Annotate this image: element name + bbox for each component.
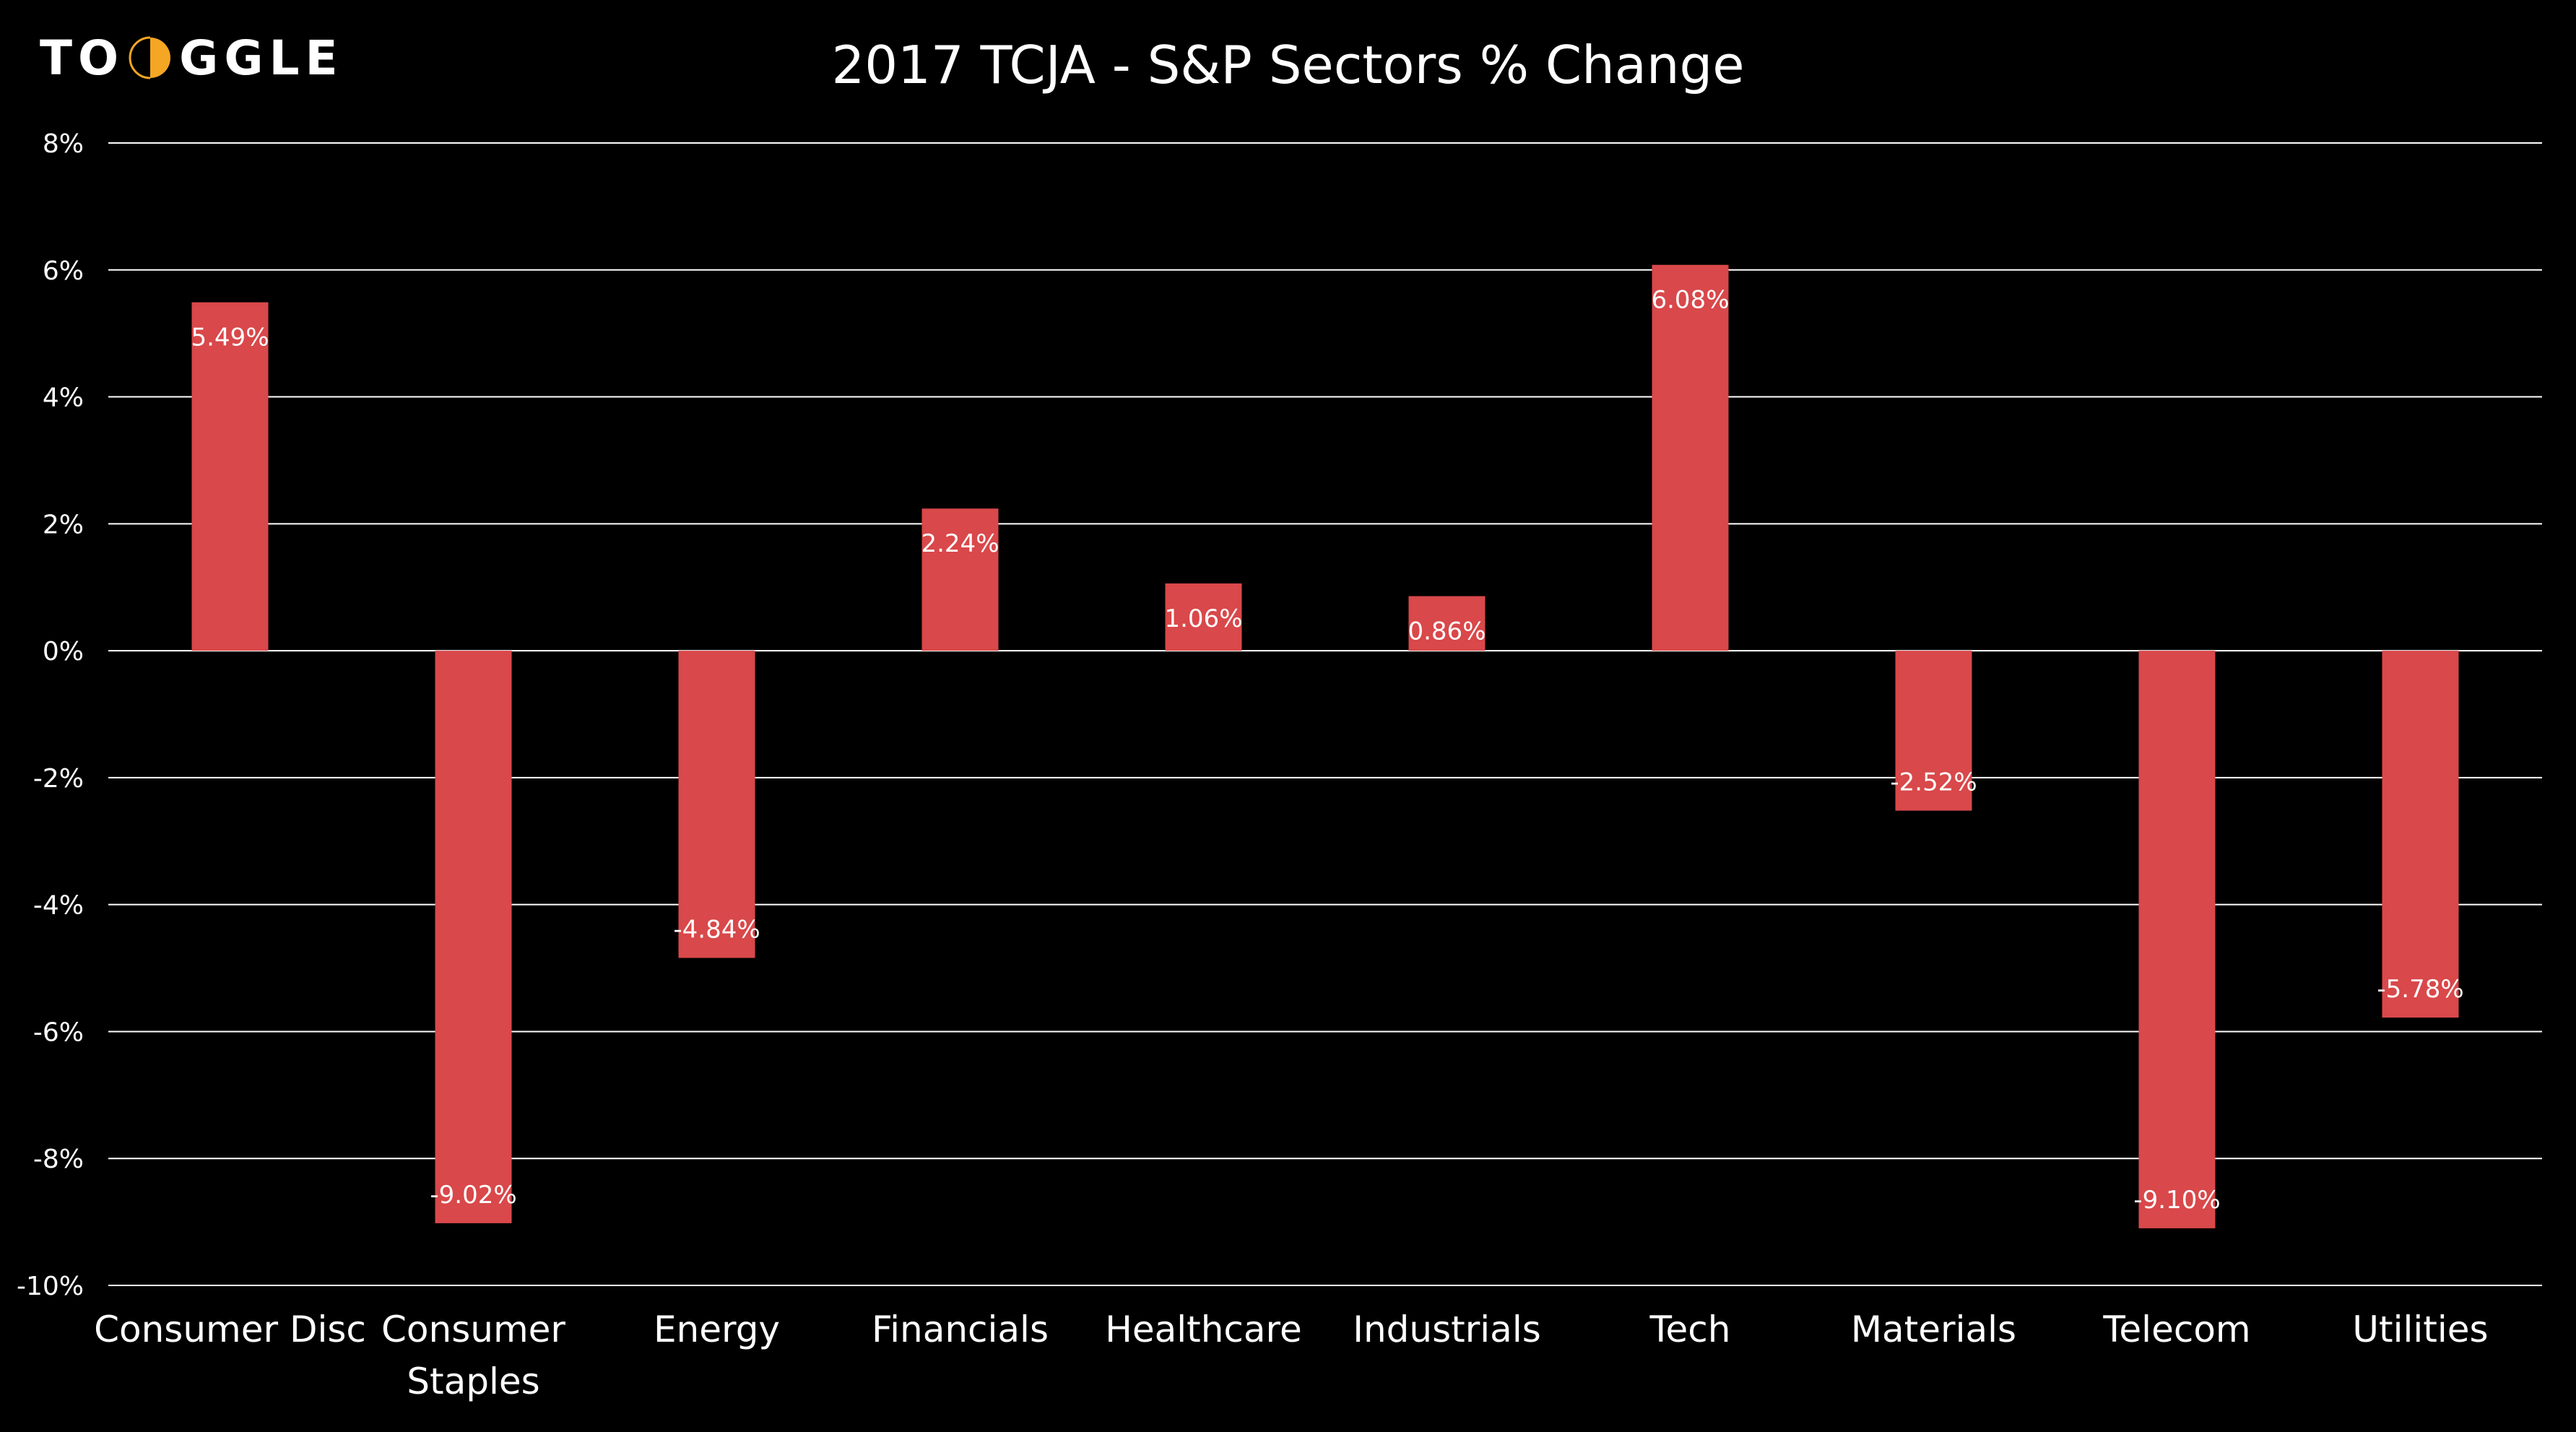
bar — [2138, 651, 2216, 1228]
y-tick-label: 6% — [43, 256, 84, 286]
logo-half-circle-icon — [127, 35, 173, 81]
x-tick-label-line: Consumer — [381, 1309, 565, 1350]
bar — [678, 651, 755, 958]
data-label: -4.84% — [673, 915, 760, 944]
y-tick-label: -4% — [33, 891, 84, 921]
data-label: -5.78% — [2377, 975, 2463, 1004]
x-tick-label: Energy — [654, 1309, 780, 1350]
x-tick-label: Consumer Disc — [94, 1309, 366, 1350]
x-tick-label: Consumer Staples — [381, 1309, 565, 1402]
bar — [1408, 596, 1486, 651]
bar — [921, 508, 999, 651]
data-label: -9.10% — [2133, 1186, 2220, 1215]
y-tick-label: 4% — [43, 383, 84, 413]
data-label: 2.24% — [921, 529, 999, 558]
x-tick-label: Industrials — [1353, 1309, 1541, 1350]
bar — [1165, 583, 1242, 651]
bar — [191, 302, 269, 651]
bar — [435, 651, 512, 1223]
y-tick-label: -10% — [17, 1272, 84, 1301]
y-tick-label: 8% — [43, 129, 84, 159]
x-tick-label: Telecom — [2102, 1309, 2250, 1350]
data-label: -9.02% — [430, 1181, 516, 1210]
data-label: 6.08% — [1651, 286, 1729, 315]
y-tick-label: -8% — [33, 1145, 84, 1174]
bar — [1895, 651, 1972, 811]
x-tick-label: Healthcare — [1105, 1309, 1302, 1350]
logo-text-left: TO — [40, 30, 125, 86]
data-label: 5.49% — [191, 324, 269, 352]
toggle-logo: TO GGLE — [40, 29, 344, 87]
y-tick-label: 0% — [43, 637, 84, 667]
y-tick-label: 2% — [43, 510, 84, 539]
logo-text-right: GGLE — [179, 30, 344, 86]
data-label: -2.52% — [1890, 768, 1977, 797]
x-tick-label: Utilities — [2352, 1309, 2488, 1350]
y-tick-label: -2% — [33, 764, 84, 794]
chart-title: 2017 TCJA - S&P Sectors % Change — [831, 35, 1745, 95]
bar — [2382, 651, 2459, 1018]
y-tick-label: -6% — [33, 1017, 84, 1047]
x-tick-label: Financials — [872, 1309, 1049, 1350]
data-label: 0.86% — [1408, 617, 1486, 646]
x-tick-label-line: Staples — [407, 1361, 539, 1402]
data-label: 1.06% — [1164, 604, 1242, 633]
bar — [1652, 264, 1729, 651]
x-tick-label: Materials — [1851, 1309, 2016, 1350]
x-tick-label: Tech — [1649, 1309, 1731, 1350]
